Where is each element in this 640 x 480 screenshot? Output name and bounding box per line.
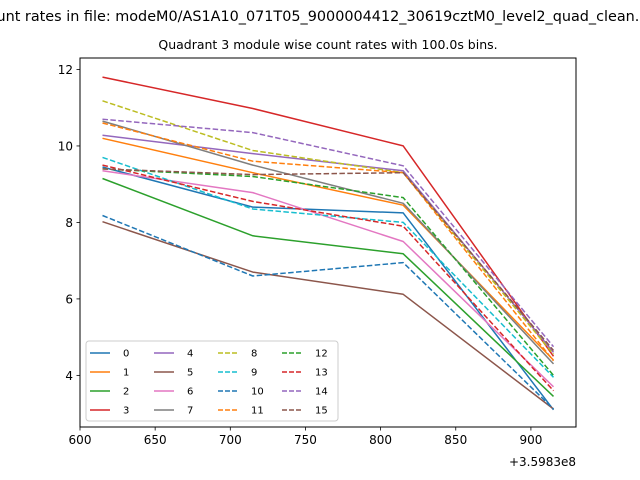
- y-tick-label: 4: [65, 369, 73, 383]
- series-line-2: [102, 177, 555, 397]
- series-line-15: [102, 168, 555, 351]
- series-line-14: [102, 118, 555, 348]
- x-tick-label: 600: [69, 433, 92, 447]
- legend-item: 6: [154, 387, 193, 398]
- legend-label: 3: [123, 406, 129, 417]
- series-line-12: [102, 168, 555, 376]
- x-offset-label: +3.5983e8: [509, 455, 576, 469]
- legend-label: 1: [123, 368, 129, 379]
- legend-label: 15: [315, 406, 328, 417]
- legend-item: 13: [282, 368, 328, 379]
- legend-frame: [85, 340, 339, 422]
- x-tick-label: 900: [519, 433, 542, 447]
- legend-item: 4: [154, 349, 193, 360]
- y-tick-label: 10: [58, 139, 73, 153]
- legend-label: 8: [251, 349, 257, 360]
- legend-item: 1: [90, 368, 129, 379]
- series-line-9: [102, 156, 555, 378]
- legend-label: 10: [251, 387, 264, 398]
- series-line-5: [102, 220, 554, 410]
- legend-item: 10: [218, 387, 264, 398]
- legend-item: 7: [154, 406, 193, 417]
- series-line-11: [102, 122, 555, 362]
- series-line-3: [102, 76, 555, 357]
- x-tick-label: 750: [294, 433, 317, 447]
- chart-suptitle: Count rates in file: modeM0/AS1A10_071T0…: [0, 9, 640, 25]
- y-axis: 4 6 8 10 12: [58, 63, 80, 383]
- series-line-6: [102, 170, 555, 388]
- chart-title: Quadrant 3 module wise count rates with …: [158, 37, 497, 52]
- legend-item: 9: [218, 368, 257, 379]
- legend-item: 0: [90, 349, 129, 360]
- legend-item: 12: [282, 349, 328, 360]
- legend-label: 6: [187, 387, 193, 398]
- legend-item: 8: [218, 349, 257, 360]
- plot-frame: [79, 57, 577, 428]
- legend-label: 13: [315, 368, 328, 379]
- legend-item: 15: [282, 406, 328, 417]
- series-line-10: [102, 214, 555, 410]
- series-line-7: [102, 120, 555, 365]
- x-tick-label: 800: [369, 433, 392, 447]
- legend-label: 14: [315, 387, 328, 398]
- x-tick-label: 700: [219, 433, 242, 447]
- x-tick-label: 850: [444, 433, 467, 447]
- y-tick-label: 8: [65, 216, 73, 230]
- legend-item: 2: [90, 387, 129, 398]
- x-tick-label: 650: [144, 433, 167, 447]
- legend-label: 11: [251, 406, 264, 417]
- legend-label: 12: [315, 349, 328, 360]
- plot-lines: [102, 76, 555, 411]
- x-axis: 600 650 700 750 800 850 900: [69, 427, 542, 447]
- legend-item: 11: [218, 406, 264, 417]
- legend-label: 5: [187, 368, 193, 379]
- legend-label: 2: [123, 387, 129, 398]
- legend-item: 5: [154, 368, 193, 379]
- legend-label: 4: [187, 349, 193, 360]
- legend-label: 7: [187, 406, 193, 417]
- legend-item: 14: [282, 387, 328, 398]
- legend-label: 9: [251, 368, 257, 379]
- legend-item: 3: [90, 406, 129, 417]
- series-line-0: [102, 166, 555, 411]
- y-tick-label: 6: [65, 292, 73, 306]
- series-line-13: [102, 164, 555, 392]
- legend-label: 0: [123, 349, 129, 360]
- y-tick-label: 12: [58, 63, 73, 77]
